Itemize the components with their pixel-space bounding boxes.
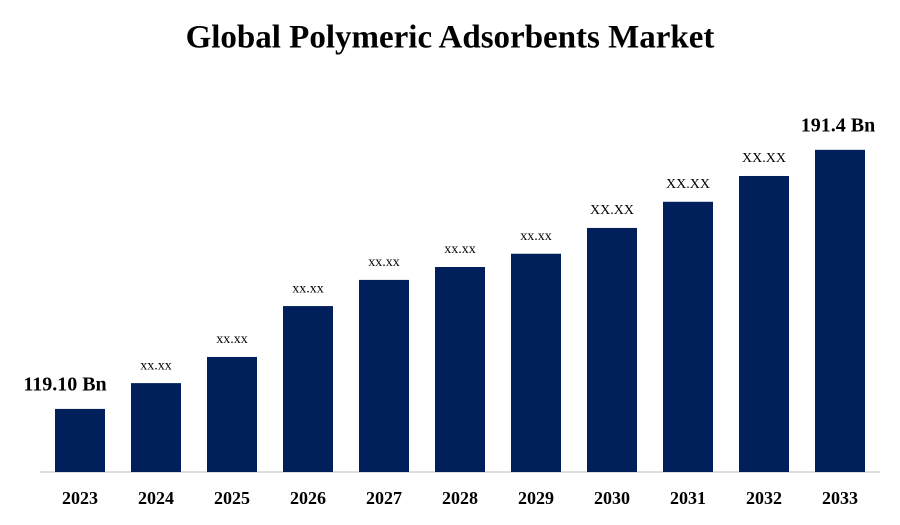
value-label: XX.XX — [742, 151, 786, 166]
bar — [207, 356, 257, 472]
value-label: xx.xx — [444, 242, 476, 257]
value-label: xx.xx — [368, 255, 400, 270]
bar — [511, 253, 561, 472]
bar — [739, 175, 789, 472]
x-tick-label: 2026 — [290, 488, 326, 508]
value-label: 119.10 Bn — [23, 374, 106, 396]
value-label: xx.xx — [292, 281, 324, 296]
bar — [131, 383, 181, 472]
bar — [815, 149, 865, 472]
x-tick-label: 2024 — [138, 488, 174, 508]
bar — [55, 408, 105, 472]
x-tick-label: 2033 — [822, 488, 858, 508]
x-tick-label: 2029 — [518, 488, 554, 508]
value-label: XX.XX — [666, 177, 710, 192]
x-tick-label: 2030 — [594, 488, 630, 508]
x-tick-label: 2031 — [670, 488, 706, 508]
bar — [663, 201, 713, 472]
value-label: xx.xx — [520, 229, 552, 244]
value-label: xx.xx — [216, 332, 248, 347]
x-tick-label: 2027 — [366, 488, 402, 508]
value-label: xx.xx — [140, 358, 172, 373]
bar — [587, 227, 637, 472]
bar — [359, 279, 409, 472]
x-tick-label: 2025 — [214, 488, 250, 508]
x-tick-label: 2028 — [442, 488, 478, 508]
value-label: 191.4 Bn — [801, 114, 875, 136]
chart-title: Global Polymeric Adsorbents Market — [186, 20, 715, 56]
x-tick-label: 2023 — [62, 488, 98, 508]
bar — [283, 306, 333, 472]
x-tick-label: 2032 — [746, 488, 782, 508]
bar — [435, 267, 485, 472]
value-label: XX.XX — [590, 203, 634, 218]
